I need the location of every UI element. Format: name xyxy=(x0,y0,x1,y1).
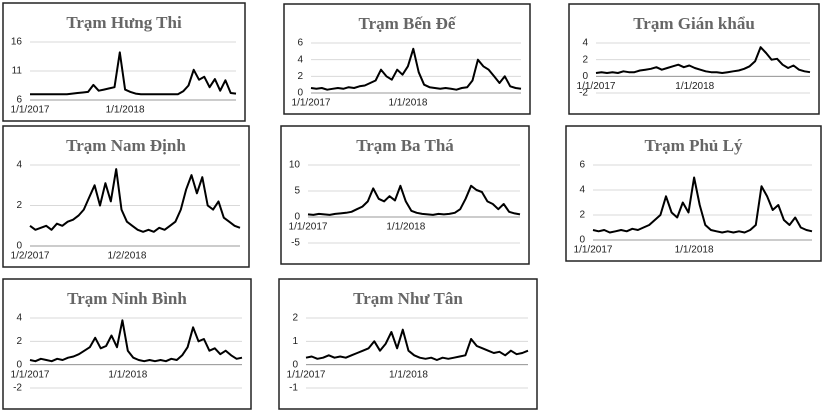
y-tick-label: 4 xyxy=(297,54,303,65)
y-tick-label: 2 xyxy=(292,313,298,324)
x-tick-label: 1/1/2018 xyxy=(386,222,425,233)
y-tick-label: 6 xyxy=(297,38,303,49)
y-tick-label: -2 xyxy=(579,88,588,99)
y-tick-label: 0 xyxy=(297,88,303,99)
x-tick-label: 1/1/2018 xyxy=(675,81,714,92)
chart-title: Trạm Ninh Bình xyxy=(67,289,187,308)
panel-border xyxy=(280,125,530,265)
y-tick-label: 6 xyxy=(16,95,22,106)
y-tick-label: 2 xyxy=(582,54,588,65)
chart-title: Trạm Phủ Lý xyxy=(645,136,743,155)
x-tick-label: 1/2/2018 xyxy=(107,251,146,262)
x-tick-label: 1/1/2017 xyxy=(577,81,616,92)
chart-title: Trạm Bến Đế xyxy=(359,14,457,33)
y-tick-label: 1 xyxy=(292,336,298,347)
x-tick-label: 1/1/2017 xyxy=(11,105,50,116)
panel-border xyxy=(568,3,820,115)
y-tick-label: 16 xyxy=(11,37,23,48)
chart-title: Trạm Ba Thá xyxy=(356,136,454,155)
y-tick-label: 6 xyxy=(579,160,585,171)
y-tick-label: 2 xyxy=(297,71,303,82)
y-tick-label: 5 xyxy=(294,186,300,197)
x-tick-label: 1/1/2018 xyxy=(675,245,714,256)
y-tick-label: 0 xyxy=(16,359,22,370)
y-tick-label: 2 xyxy=(16,200,22,211)
x-tick-label: 1/1/2018 xyxy=(388,98,427,109)
y-tick-label: 4 xyxy=(582,38,588,49)
chart-title: Trạm Hưng Thi xyxy=(66,13,182,32)
data-line xyxy=(30,51,237,96)
y-tick-label: 0 xyxy=(16,241,22,252)
data-line xyxy=(595,46,811,74)
data-line xyxy=(305,328,529,361)
x-tick-label: 1/1/2018 xyxy=(108,369,147,380)
panel-border xyxy=(565,125,822,262)
x-tick-label: 1/1/2018 xyxy=(389,369,428,380)
y-tick-label: 2 xyxy=(16,336,22,347)
y-tick-label: 0 xyxy=(582,71,588,82)
x-tick-label: 1/2/2017 xyxy=(11,251,50,262)
y-tick-label: 4 xyxy=(579,185,585,196)
y-tick-label: 0 xyxy=(579,235,585,246)
y-tick-label: 11 xyxy=(12,66,23,77)
data-line xyxy=(29,319,243,363)
data-line xyxy=(310,47,522,91)
y-tick-label: 0 xyxy=(292,359,298,370)
panel-border xyxy=(278,278,538,410)
chart-title: Trạm Như Tân xyxy=(353,289,463,308)
x-tick-label: 1/1/2017 xyxy=(574,245,613,256)
chart-title: Trạm Nam Định xyxy=(66,136,186,155)
y-tick-label: -1 xyxy=(289,383,298,394)
y-tick-label: 4 xyxy=(16,160,22,171)
panel-border xyxy=(283,3,531,115)
x-tick-label: 1/1/2017 xyxy=(289,222,328,233)
y-tick-label: -5 xyxy=(291,238,300,249)
x-tick-label: 1/1/2017 xyxy=(292,98,331,109)
y-tick-label: 10 xyxy=(289,160,301,171)
panel-border xyxy=(2,278,252,410)
data-line xyxy=(592,176,813,234)
data-line xyxy=(29,168,241,233)
y-tick-label: 0 xyxy=(294,212,300,223)
y-tick-label: -2 xyxy=(13,383,22,394)
x-tick-label: 1/1/2017 xyxy=(11,369,50,380)
chart-title: Trạm Gián khẩu xyxy=(633,14,755,33)
panel-border xyxy=(2,125,250,268)
y-tick-label: 4 xyxy=(16,313,22,324)
y-tick-label: 2 xyxy=(579,210,585,221)
x-tick-label: 1/1/2018 xyxy=(106,105,145,116)
panel-border xyxy=(2,2,246,122)
data-line xyxy=(307,184,521,216)
x-tick-label: 1/1/2017 xyxy=(287,369,326,380)
